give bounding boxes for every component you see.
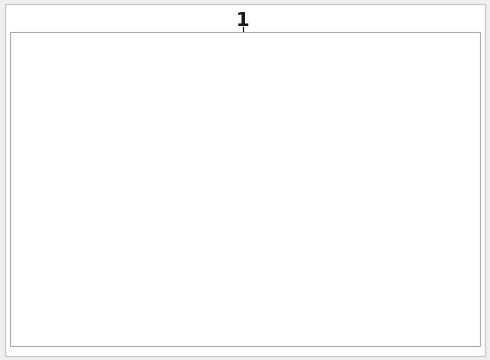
Circle shape xyxy=(219,180,237,198)
Ellipse shape xyxy=(343,101,408,171)
Ellipse shape xyxy=(221,209,285,269)
Circle shape xyxy=(417,143,425,149)
FancyBboxPatch shape xyxy=(325,46,425,106)
Circle shape xyxy=(110,198,146,234)
FancyBboxPatch shape xyxy=(295,193,307,215)
FancyBboxPatch shape xyxy=(234,112,246,128)
Ellipse shape xyxy=(263,121,293,147)
Circle shape xyxy=(347,161,353,167)
Circle shape xyxy=(100,188,156,244)
Circle shape xyxy=(225,164,235,174)
Ellipse shape xyxy=(232,220,274,258)
Circle shape xyxy=(50,151,66,167)
FancyBboxPatch shape xyxy=(27,249,36,258)
Ellipse shape xyxy=(253,112,303,156)
FancyBboxPatch shape xyxy=(362,179,388,193)
Polygon shape xyxy=(335,78,417,124)
Ellipse shape xyxy=(330,86,420,186)
Circle shape xyxy=(90,178,166,254)
Circle shape xyxy=(118,206,138,226)
Circle shape xyxy=(245,164,255,174)
Circle shape xyxy=(91,213,97,219)
Circle shape xyxy=(371,184,379,192)
Circle shape xyxy=(230,253,238,261)
Ellipse shape xyxy=(320,177,380,191)
FancyBboxPatch shape xyxy=(309,193,321,215)
Ellipse shape xyxy=(416,139,426,153)
Ellipse shape xyxy=(271,128,285,140)
FancyBboxPatch shape xyxy=(113,152,117,159)
Circle shape xyxy=(230,217,238,225)
Ellipse shape xyxy=(244,231,262,247)
FancyBboxPatch shape xyxy=(314,178,386,280)
Circle shape xyxy=(56,157,59,161)
Circle shape xyxy=(139,181,151,193)
Circle shape xyxy=(223,184,233,194)
FancyBboxPatch shape xyxy=(115,111,149,167)
Ellipse shape xyxy=(197,111,209,167)
Circle shape xyxy=(139,239,151,252)
Ellipse shape xyxy=(324,139,334,153)
Circle shape xyxy=(268,217,276,225)
Circle shape xyxy=(54,155,62,163)
Circle shape xyxy=(325,143,333,149)
Circle shape xyxy=(268,253,276,261)
Circle shape xyxy=(435,204,459,228)
Circle shape xyxy=(88,210,100,222)
FancyBboxPatch shape xyxy=(113,142,117,149)
FancyBboxPatch shape xyxy=(380,193,446,239)
Circle shape xyxy=(237,120,244,126)
Text: 2: 2 xyxy=(169,71,181,89)
FancyBboxPatch shape xyxy=(113,132,117,139)
Circle shape xyxy=(441,210,453,222)
Circle shape xyxy=(143,184,147,189)
Ellipse shape xyxy=(320,267,380,281)
Text: 1: 1 xyxy=(236,10,250,30)
Circle shape xyxy=(143,243,147,248)
FancyBboxPatch shape xyxy=(113,122,117,129)
